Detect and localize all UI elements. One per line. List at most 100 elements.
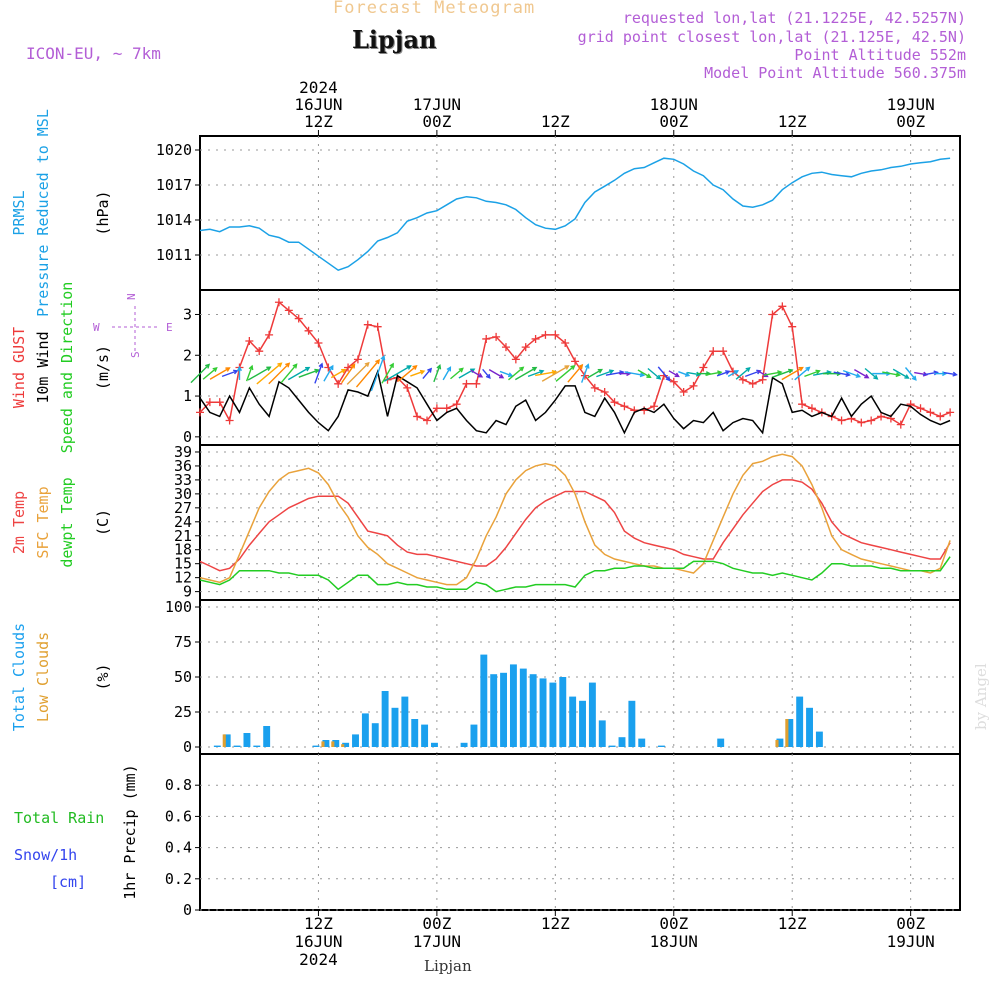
wind-arrow-head [895, 372, 902, 378]
unit-label: (%) [94, 663, 112, 690]
wind-arrow [314, 363, 323, 384]
pressure-panel [195, 135, 961, 291]
bottom-time-label: 17JUN [413, 932, 461, 951]
wind-arrow-head [745, 367, 751, 372]
gust-marker [738, 375, 747, 384]
gust-marker [353, 355, 362, 364]
gust-marker [926, 408, 935, 417]
gust-marker [807, 404, 816, 413]
gust-marker [265, 330, 274, 339]
y-tick-label: 0 [183, 738, 192, 756]
gust-marker [699, 363, 708, 372]
wind-arrow-head [717, 370, 723, 376]
wind-arrow-head [798, 366, 804, 372]
cloud-bar [519, 668, 527, 747]
wind-arrow [341, 364, 356, 384]
panel-label: [cm] [50, 873, 86, 891]
wind-arrow-head [507, 372, 514, 378]
gust-marker [432, 404, 441, 413]
wind-arrow [256, 362, 282, 385]
y-tick-label: 15 [174, 555, 192, 573]
gust-marker [798, 400, 807, 409]
wind-arrow [433, 365, 441, 383]
gust-marker [778, 302, 787, 311]
y-tick-label: 50 [174, 668, 192, 686]
wind-arrow [842, 369, 860, 378]
wind-arrow [923, 371, 938, 376]
wind-arrow-head [519, 366, 525, 372]
wind-arrow [245, 365, 253, 382]
gust-marker [946, 408, 955, 417]
gust-marker [205, 398, 214, 407]
bottom-time-label: 16JUN [294, 932, 342, 951]
cloud-bar [608, 745, 616, 747]
bottom-time-label: 19JUN [887, 932, 935, 951]
wind-arrow-head [656, 374, 662, 380]
gust-marker [561, 339, 570, 348]
wind-arrow-head [248, 364, 254, 371]
temperature-panel [195, 444, 961, 601]
wind-arrow [499, 370, 513, 377]
bottom-time-label: 00Z [422, 914, 451, 933]
cloud-bar [243, 733, 251, 747]
model-name: ICON-EU, ~ 7km [26, 44, 161, 63]
bottom-time-label: 00Z [659, 914, 688, 933]
wind-arrow [488, 369, 504, 379]
cloud-bar [332, 740, 340, 747]
wind-arrow-head [815, 369, 821, 375]
wind-arrow [202, 367, 218, 380]
wind-arrow [904, 367, 917, 381]
y-tick-label: 21 [174, 527, 192, 545]
cloud-bar [598, 720, 606, 747]
cloud-bar [341, 744, 345, 747]
wind-arrow [323, 365, 334, 382]
wind-arrow-head [733, 370, 740, 375]
gust-marker [363, 320, 372, 329]
gust-marker [462, 379, 471, 388]
top-time-label: 16JUN [294, 95, 342, 114]
cloud-bar [500, 672, 508, 747]
y-tick-label: 36 [174, 457, 192, 475]
gust-marker [620, 402, 629, 411]
wind-arrow [727, 370, 739, 378]
wind-arrow [705, 371, 722, 376]
cloud-bar [342, 742, 350, 747]
cloud-bar [815, 731, 823, 747]
wind-arrow-head [314, 368, 320, 374]
gust-marker [758, 375, 767, 384]
cloud-bar [785, 719, 789, 747]
wind-arrow-head [873, 374, 879, 380]
cloud-bar [233, 745, 241, 747]
gust-marker [857, 418, 866, 427]
wind-arrow-head [406, 365, 412, 370]
y-tick-label: 33 [174, 471, 192, 489]
cloud-bar [371, 723, 379, 747]
gust-marker [403, 383, 412, 392]
wind-arrow [346, 362, 370, 385]
gust-marker [442, 404, 451, 413]
gust-marker [867, 416, 876, 425]
gust-marker [600, 387, 609, 396]
gust-marker [551, 330, 560, 339]
gust-marker [314, 339, 323, 348]
temperature-frame [199, 444, 961, 601]
wind-arrow [190, 364, 210, 384]
credit: by Angel [972, 663, 990, 730]
panel-label: 10m Wind [34, 331, 52, 403]
wind-arrow [882, 371, 900, 376]
y-tick-label: 24 [174, 513, 192, 531]
wind-arrow-head [639, 372, 646, 378]
wind-arrow-head [564, 365, 570, 370]
cloud-bar [312, 745, 320, 747]
cloud-bar [588, 682, 596, 747]
gust-marker [669, 377, 678, 386]
gust-marker [709, 347, 718, 356]
wind-arrow-head [532, 366, 538, 372]
wind-arrow-head [485, 373, 491, 380]
wind-arrow-head [266, 366, 272, 371]
wind-arrow [410, 370, 425, 377]
gust-marker [373, 322, 382, 331]
wind-arrow [813, 371, 831, 376]
wind-arrow [535, 371, 556, 377]
